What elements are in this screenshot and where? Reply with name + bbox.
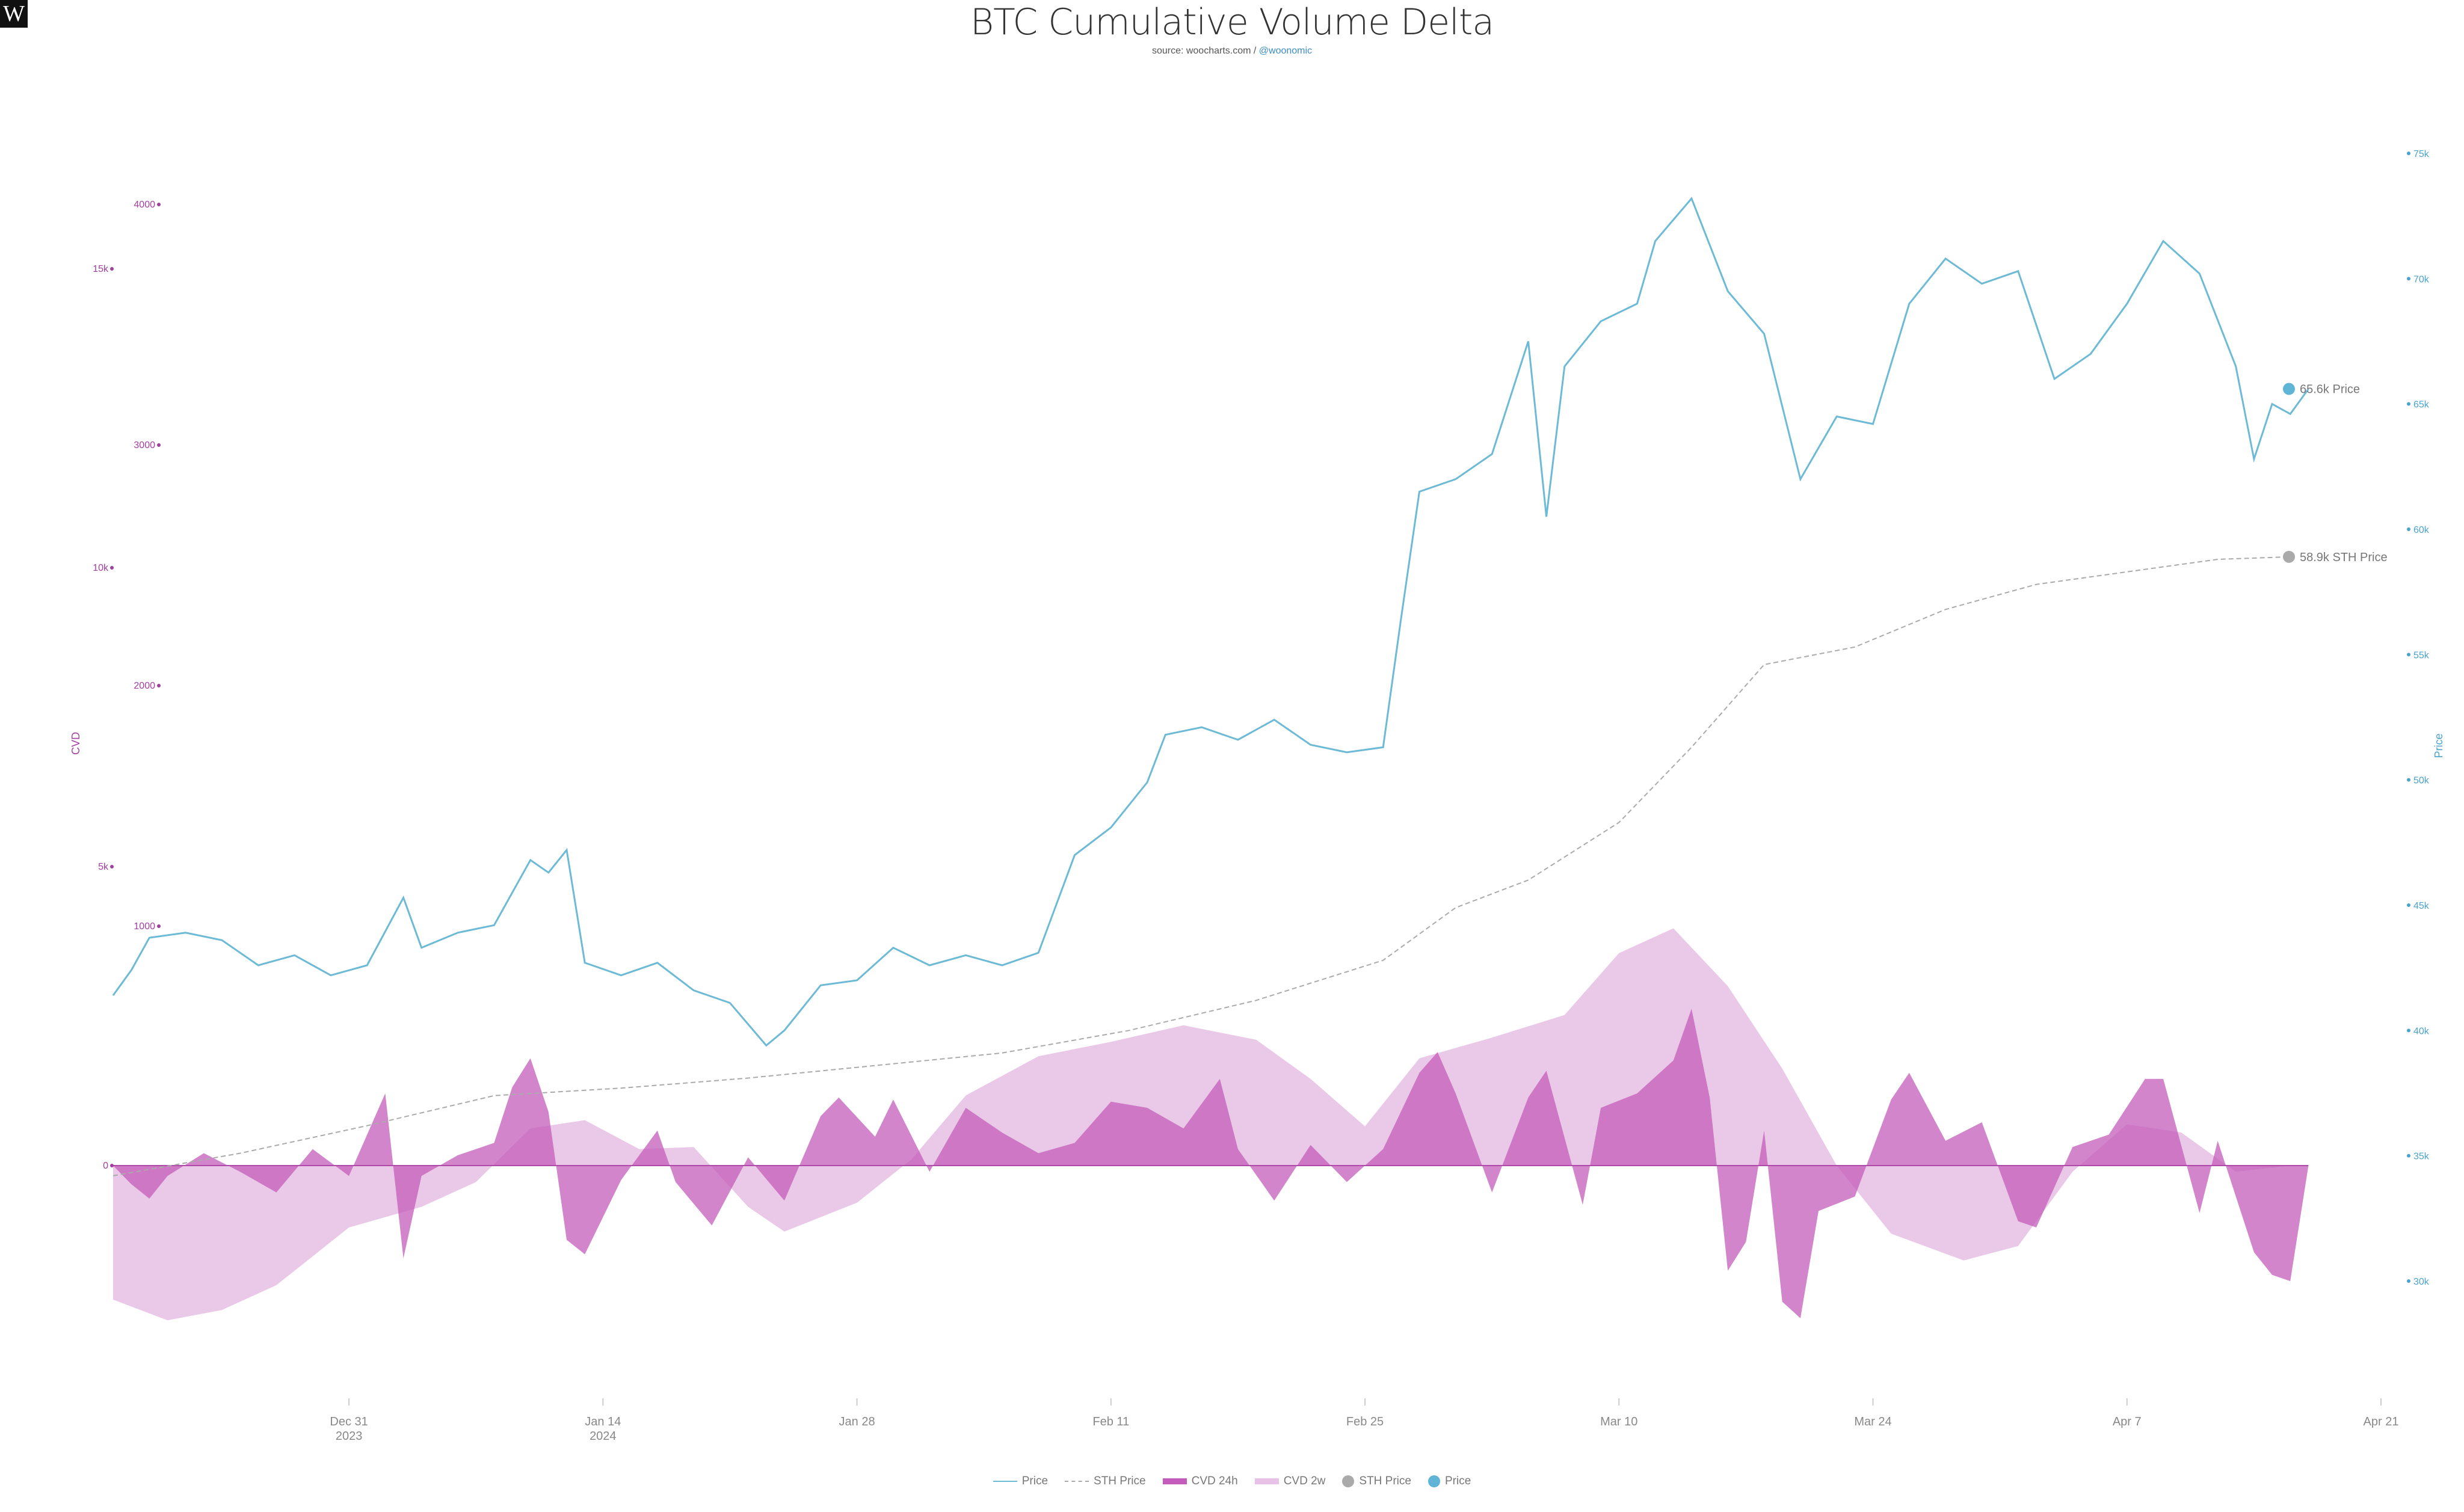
y-right-axis-title: Price — [2433, 733, 2445, 758]
legend: Price STH Price CVD 24h CVD 2w STH Price… — [0, 1475, 2464, 1488]
price-end-marker — [2283, 383, 2295, 395]
chart-source: source: woocharts.com / @woonomic — [0, 46, 2464, 57]
y-right-tick-dot — [2407, 402, 2410, 406]
y-right-tick-dot — [2407, 1028, 2410, 1033]
y-left-cvd2w-tick-label: 2000 — [134, 681, 155, 691]
x-tick-label: Jan 14 — [585, 1415, 621, 1428]
y-right-tick-dot — [2407, 527, 2410, 531]
y-right-tick-dot — [2407, 653, 2410, 657]
x-tick-label: Jan 28 — [839, 1415, 875, 1428]
y-left-cvd-tick-label: 0 — [103, 1161, 108, 1171]
legend-swatch-cvd-24h — [1162, 1478, 1187, 1484]
x-tick-label: Apr 21 — [2364, 1415, 2399, 1428]
x-tick-label: Dec 31 — [330, 1415, 368, 1428]
legend-label-price-marker: Price — [1444, 1475, 1471, 1487]
y-right-tick-label: 60k — [2413, 525, 2430, 535]
y-left-cvd2w-tick-label: 1000 — [134, 921, 155, 932]
sth-price-end-marker — [2283, 550, 2295, 563]
y-right-tick-label: 75k — [2413, 149, 2430, 159]
logo[interactable]: W — [0, 0, 28, 28]
y-right-tick-label: 45k — [2413, 901, 2430, 911]
x-tick-label: Feb 25 — [1346, 1415, 1384, 1428]
y-left-cvd2w-tick-dot — [157, 924, 161, 928]
legend-label-cvd-2w: CVD 2w — [1283, 1475, 1326, 1487]
y-left-cvd2w-tick-dot — [157, 203, 161, 206]
price-end-label: 65.6k Price — [2300, 383, 2360, 396]
sth-price-line — [112, 556, 2291, 1176]
x-tick-label: Mar 24 — [1854, 1415, 1891, 1428]
y-left-cvd-tick-label: 15k — [93, 264, 109, 274]
y-left-cvd-tick-label: 10k — [93, 563, 109, 573]
y-right-tick-dot — [2407, 152, 2410, 155]
y-right-tick-dot — [2407, 277, 2410, 281]
x-tick-sublabel: 2023 — [336, 1430, 363, 1443]
y-left-cvd-tick-label: 5k — [98, 862, 109, 872]
sth-price-end-label: 58.9k STH Price — [2300, 551, 2388, 564]
y-right-tick-label: 40k — [2413, 1026, 2430, 1036]
y-right-tick-dot — [2407, 1154, 2410, 1158]
legend-label-sth-price: STH Price — [1094, 1475, 1146, 1487]
legend-label-sth-price-marker: STH Price — [1359, 1475, 1411, 1487]
legend-swatch-cvd-2w — [1254, 1478, 1279, 1484]
y-right-tick-dot — [2407, 778, 2410, 782]
legend-dot-price — [1428, 1475, 1440, 1487]
price-line — [112, 197, 2309, 1047]
y-left-cvd-tick-dot — [110, 566, 114, 570]
y-left-cvd-tick-dot — [110, 1164, 114, 1167]
y-right-tick-label: 65k — [2413, 400, 2430, 410]
cvd-24h-area — [113, 1009, 2309, 1318]
legend-item-cvd-24h[interactable]: CVD 24h — [1162, 1475, 1238, 1488]
source-prefix: source: woocharts.com / — [1151, 46, 1259, 56]
legend-item-cvd-2w[interactable]: CVD 2w — [1254, 1475, 1326, 1488]
legend-label-price: Price — [1021, 1475, 1049, 1487]
y-right-tick-dot — [2407, 1279, 2410, 1283]
y-right-tick-label: 55k — [2413, 650, 2430, 660]
y-left-cvd2w-tick-label: 4000 — [134, 200, 155, 210]
y-right-tick-label: 70k — [2413, 274, 2430, 284]
legend-item-price[interactable]: Price — [993, 1475, 1048, 1488]
legend-swatch-price — [993, 1481, 1017, 1482]
y-left-cvd-tick-dot — [110, 865, 114, 868]
legend-item-sth-price[interactable]: STH Price — [1065, 1475, 1146, 1488]
chart-title: BTC Cumulative Volume Delta — [970, 1, 1494, 43]
legend-item-price-marker[interactable]: Price — [1428, 1475, 1471, 1488]
x-tick-sublabel: 2024 — [590, 1430, 617, 1443]
y-left-cvd2w-tick-label: 3000 — [134, 440, 155, 450]
y-left-cvd2w-tick-dot — [157, 443, 161, 447]
legend-dot-sth-price — [1342, 1475, 1355, 1487]
x-tick-label: Apr 7 — [2113, 1415, 2142, 1428]
x-tick-label: Mar 10 — [1600, 1415, 1637, 1428]
y-right-tick-label: 30k — [2413, 1277, 2430, 1287]
legend-label-cvd-24h: CVD 24h — [1191, 1475, 1238, 1487]
y-left-axis-title: CVD — [70, 732, 82, 755]
legend-swatch-sth-price — [1065, 1481, 1089, 1482]
y-right-tick-label: 50k — [2413, 776, 2430, 786]
legend-item-sth-price-marker[interactable]: STH Price — [1342, 1475, 1411, 1488]
source-handle-link[interactable]: @woonomic — [1258, 46, 1313, 56]
y-right-tick-label: 35k — [2413, 1152, 2430, 1162]
x-tick-label: Feb 11 — [1092, 1415, 1129, 1428]
y-left-cvd-tick-dot — [110, 267, 114, 271]
y-right-tick-dot — [2407, 903, 2410, 907]
y-left-cvd2w-tick-dot — [157, 684, 161, 687]
